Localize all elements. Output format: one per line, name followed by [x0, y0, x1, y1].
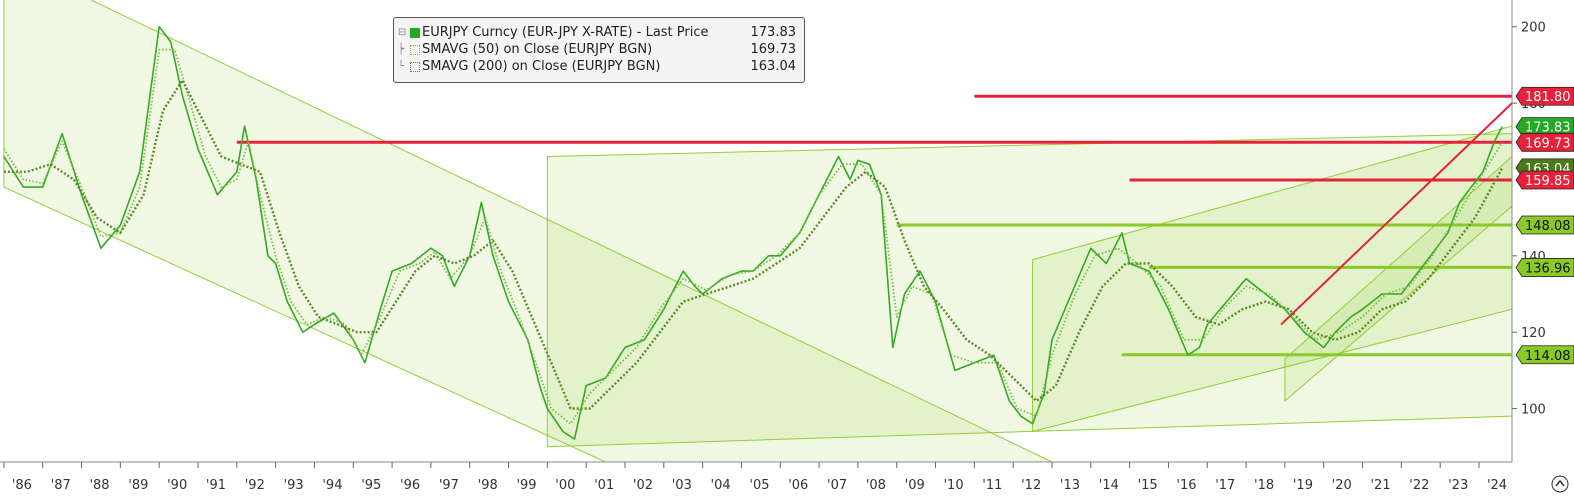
price-tag-7: 114.08 — [1515, 345, 1574, 365]
x-tick-label: '93 — [284, 478, 304, 493]
horizontal-levels — [236, 94, 1512, 357]
price-tag-label: 181.80 — [1525, 90, 1571, 105]
legend-value-sma200: 163.04 — [750, 59, 797, 74]
price-tag-0: 181.80 — [1515, 86, 1574, 106]
x-tick-label: '23 — [1448, 478, 1468, 493]
legend-swatch-sma200 — [410, 62, 420, 72]
scroll-icon[interactable] — [1551, 475, 1569, 493]
x-tick-label: '92 — [245, 478, 265, 493]
x-tick-label: '16 — [1176, 478, 1196, 493]
x-tick-label: '06 — [788, 478, 808, 493]
x-tick-label: '87 — [51, 478, 71, 493]
legend-label-sma200: SMAVG (200) on Close (EURJPY BGN) — [422, 59, 661, 74]
trend-lines — [1280, 102, 1513, 326]
trend-line-0 — [1280, 102, 1513, 326]
price-tag-label: 148.08 — [1525, 219, 1571, 234]
legend-row-sma200: └ SMAVG (200) on Close (EURJPY BGN) 163.… — [394, 59, 798, 75]
x-tick-label: '15 — [1138, 478, 1158, 493]
x-tick-label: '09 — [905, 478, 925, 493]
x-tick-label: '03 — [672, 478, 692, 493]
x-tick-label: '14 — [1099, 478, 1119, 493]
x-tick-label: '07 — [827, 478, 847, 493]
tree-branch-icon: ┝ — [398, 44, 405, 55]
series-line-2 — [3, 79, 1504, 410]
x-tick-label: '12 — [1021, 478, 1041, 493]
price-tags: 181.80173.83169.73163.04159.85148.08136.… — [1515, 86, 1574, 365]
x-tick-label: '08 — [866, 478, 886, 493]
x-tick-label: '91 — [206, 478, 226, 493]
legend-label-main: EURJPY Curncy (EUR-JPY X-RATE) - Last Pr… — [422, 25, 709, 40]
x-tick-label: '88 — [89, 478, 109, 493]
x-tick-label: '01 — [594, 478, 614, 493]
price-tag-label: 173.83 — [1525, 121, 1571, 136]
chart-legend: ⊟ EURJPY Curncy (EUR-JPY X-RATE) - Last … — [393, 17, 805, 83]
series-line-0 — [3, 25, 1504, 440]
x-tick-label: '20 — [1332, 478, 1352, 493]
price-tag-box — [1515, 215, 1574, 235]
x-tick-label: '13 — [1060, 478, 1080, 493]
x-tick-label: '95 — [361, 478, 381, 493]
price-tag-label: 136.96 — [1525, 261, 1571, 276]
x-tick-label: '86 — [12, 478, 32, 493]
price-tag-box — [1515, 132, 1574, 152]
x-tick-label: '02 — [633, 478, 653, 493]
legend-swatch-sma50 — [410, 45, 420, 55]
price-tag-box — [1515, 258, 1574, 277]
y-tick-label: 100 — [1521, 403, 1546, 418]
series-layer — [3, 25, 1504, 440]
x-tick-label: '94 — [322, 478, 342, 493]
price-tag-label: 169.73 — [1525, 136, 1571, 151]
x-tick-label: '19 — [1293, 478, 1313, 493]
x-tick-label: '98 — [478, 478, 498, 493]
tree-branch-end-icon: └ — [398, 61, 405, 72]
x-tick-label: '96 — [400, 478, 420, 493]
legend-label-sma50: SMAVG (50) on Close (EURJPY BGN) — [422, 42, 653, 57]
x-tick-label: '04 — [711, 478, 731, 493]
legend-swatch-main — [410, 28, 420, 38]
x-tick-label: '05 — [749, 478, 769, 493]
price-tag-box — [1515, 170, 1574, 190]
x-tick-label: '89 — [128, 478, 148, 493]
tree-toggle-icon[interactable]: ⊟ — [398, 27, 407, 38]
x-tick-label: '10 — [943, 478, 963, 493]
price-tag-box — [1515, 86, 1574, 106]
legend-value-sma50: 169.73 — [750, 42, 797, 57]
x-axis-ticks: '86 '87 '88 '89 '90 '91 '92 '93 '94 '95 '96 '97 '98 '… — [3, 462, 1507, 493]
y-tick-label: 120 — [1521, 326, 1546, 341]
x-tick-label: '99 — [516, 478, 536, 493]
x-tick-label: '90 — [167, 478, 187, 493]
legend-value-main: 173.83 — [750, 25, 797, 40]
x-tick-label: '97 — [439, 478, 459, 493]
y-tick-label: 200 — [1521, 21, 1546, 36]
series-line-1 — [3, 48, 1504, 425]
x-tick-label: '18 — [1254, 478, 1274, 493]
x-tick-label: '00 — [555, 478, 575, 493]
x-tick-label: '22 — [1409, 478, 1429, 493]
legend-row-sma50: ┝ SMAVG (50) on Close (EURJPY BGN) 169.7… — [394, 42, 798, 58]
legend-row-main: ⊟ EURJPY Curncy (EUR-JPY X-RATE) - Last … — [394, 25, 798, 41]
x-tick-label: '21 — [1370, 478, 1390, 493]
price-tag-2: 169.73 — [1515, 132, 1574, 152]
x-tick-label: '17 — [1215, 478, 1235, 493]
price-tag-box — [1515, 345, 1574, 365]
price-tag-4: 159.85 — [1515, 170, 1574, 190]
price-tag-6: 136.96 — [1515, 258, 1574, 277]
price-tag-5: 148.08 — [1515, 215, 1574, 235]
x-tick-label: '24 — [1487, 478, 1507, 493]
price-tag-label: 159.85 — [1525, 174, 1571, 189]
price-tag-label: 114.08 — [1525, 349, 1571, 364]
x-tick-label: '11 — [982, 478, 1002, 493]
